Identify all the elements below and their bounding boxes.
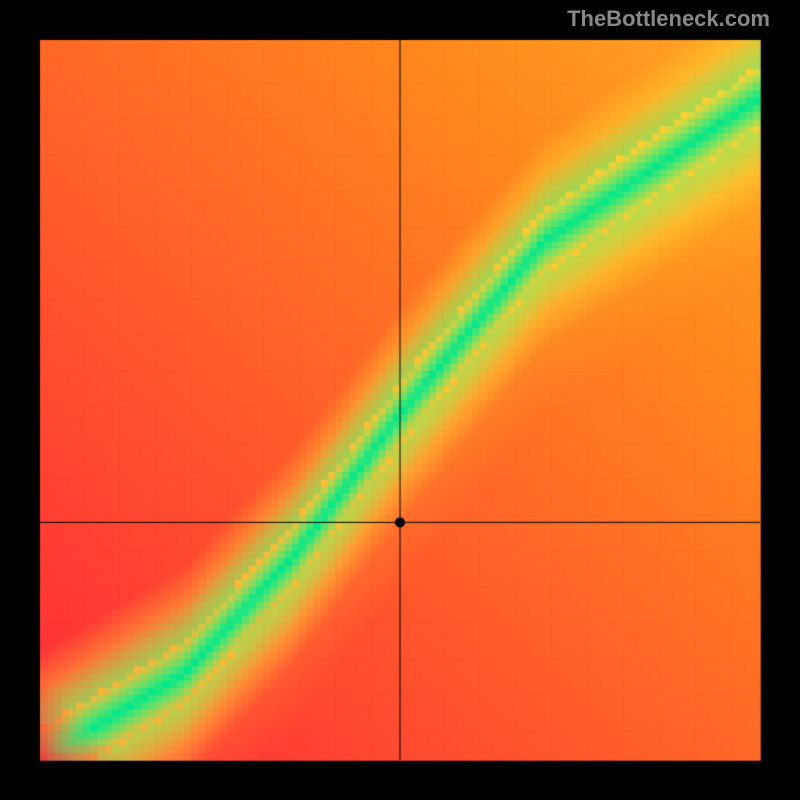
bottleneck-heatmap (0, 0, 800, 800)
watermark-text: TheBottleneck.com (567, 6, 770, 32)
